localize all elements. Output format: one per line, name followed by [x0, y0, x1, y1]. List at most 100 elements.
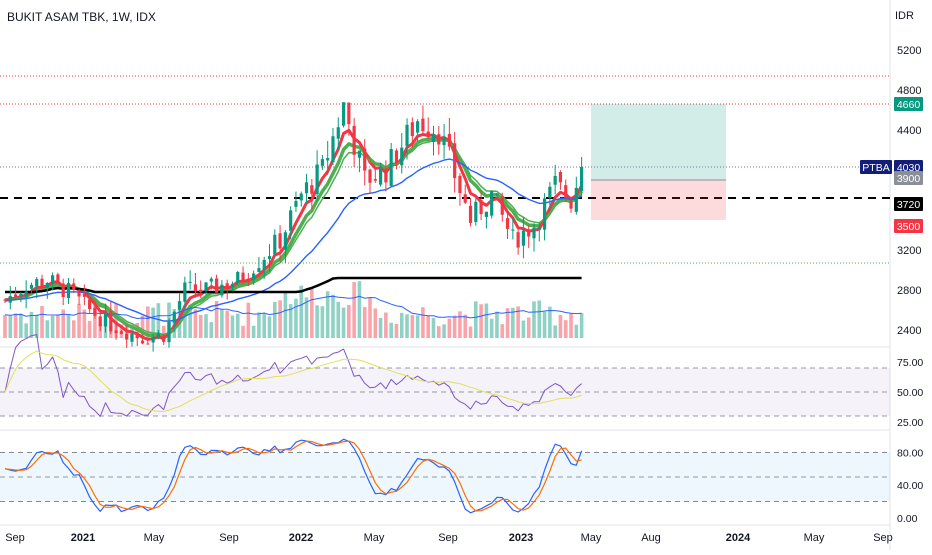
volume-bar — [294, 298, 298, 338]
volume-bar — [246, 302, 251, 338]
candle-body — [495, 193, 499, 195]
candle-body — [363, 148, 367, 171]
candle-body — [278, 233, 282, 249]
candle-body — [252, 273, 256, 280]
candle-body — [463, 194, 467, 203]
candle-body — [548, 186, 552, 198]
currency-label: IDR — [895, 10, 914, 22]
volume-bar — [495, 311, 499, 338]
volume-bar — [262, 313, 267, 338]
candle-body — [299, 193, 303, 201]
candle-body — [246, 278, 250, 280]
candle-body — [347, 102, 351, 125]
price-label-badge — [894, 219, 923, 233]
long-position-stop-zone — [591, 180, 726, 220]
volume-bar — [193, 309, 198, 338]
volume-bar — [468, 326, 473, 338]
candle-body — [442, 136, 446, 146]
candle-body — [304, 182, 309, 194]
volume-bar — [8, 315, 13, 338]
ema-green-thin-line — [4, 139, 583, 336]
candle-body — [468, 205, 473, 223]
volume-bar — [66, 314, 71, 338]
volume-bar — [98, 324, 103, 338]
volume-bar — [357, 281, 362, 338]
rsi-tick-label: 50.00 — [897, 387, 923, 399]
candle-body — [352, 125, 356, 155]
candle-body — [114, 330, 118, 334]
volume-bar — [71, 320, 76, 338]
volume-bar — [479, 304, 483, 338]
candle-body — [204, 282, 208, 291]
volume-bar — [13, 313, 18, 338]
candle-body — [394, 150, 399, 164]
volume-bar — [563, 320, 568, 338]
stoch-tick-label: 0.00 — [897, 513, 918, 525]
candle-body — [564, 185, 568, 199]
time-tick-label: 2022 — [289, 532, 313, 544]
candle-body — [537, 227, 541, 230]
volume-bar — [373, 308, 378, 338]
candle-body — [130, 333, 134, 342]
rsi-line — [4, 334, 582, 417]
candle-body — [553, 175, 557, 185]
price-label-text: 3720 — [897, 199, 921, 211]
volume-bar — [146, 306, 150, 338]
volume-bar — [484, 303, 489, 338]
candle-body — [373, 179, 377, 181]
candle-body — [230, 283, 235, 287]
volume-bar — [442, 324, 446, 338]
volume-bar — [526, 317, 531, 338]
ema-black-line — [5, 276, 582, 294]
volume-bar — [34, 314, 39, 338]
volume-bar — [574, 324, 579, 338]
time-tick-label: May — [804, 532, 825, 544]
candle-body — [421, 118, 425, 132]
candle-body — [56, 274, 60, 281]
candle-body — [447, 133, 451, 147]
volume-bar — [474, 301, 478, 338]
candle-body — [574, 187, 578, 212]
volume-bar — [537, 300, 542, 338]
volume-bar — [19, 313, 23, 338]
candle-body — [199, 289, 203, 293]
candle-body — [77, 292, 81, 297]
candle-body — [225, 283, 229, 289]
candle-body — [220, 284, 224, 296]
volume-bar — [558, 314, 563, 338]
ema-blue-line — [4, 158, 582, 322]
candle-body — [416, 121, 420, 133]
candle-body — [400, 147, 404, 166]
volume-bar — [553, 325, 557, 338]
volume-bar — [410, 315, 415, 338]
price-label-badge — [894, 197, 923, 211]
candle-body — [183, 282, 187, 302]
volume-bar — [214, 301, 219, 338]
candle-body — [453, 143, 457, 179]
volume-bar — [87, 320, 92, 338]
volume-bar — [421, 307, 425, 338]
volume-bar — [389, 322, 393, 338]
candle-body — [437, 134, 441, 145]
candle-body — [283, 232, 287, 250]
volume-bar — [140, 315, 145, 338]
volume-bar — [56, 314, 60, 338]
volume-bar — [3, 314, 7, 338]
candle-body — [29, 284, 34, 289]
volume-bar — [24, 323, 28, 338]
candle-body — [294, 200, 298, 207]
volume-bar — [151, 307, 155, 338]
candle-body — [125, 333, 129, 340]
volume-bar — [542, 311, 547, 338]
candle-body — [24, 291, 28, 297]
candle-body — [51, 275, 55, 284]
symbol-title: BUKIT ASAM TBK, 1W, IDX — [7, 10, 156, 24]
candle-body — [262, 259, 266, 270]
candle-body — [521, 230, 526, 246]
candle-body — [140, 340, 145, 344]
candle-body — [558, 172, 563, 183]
candle-body — [241, 272, 245, 281]
price-tick-label: 5200 — [897, 45, 921, 57]
